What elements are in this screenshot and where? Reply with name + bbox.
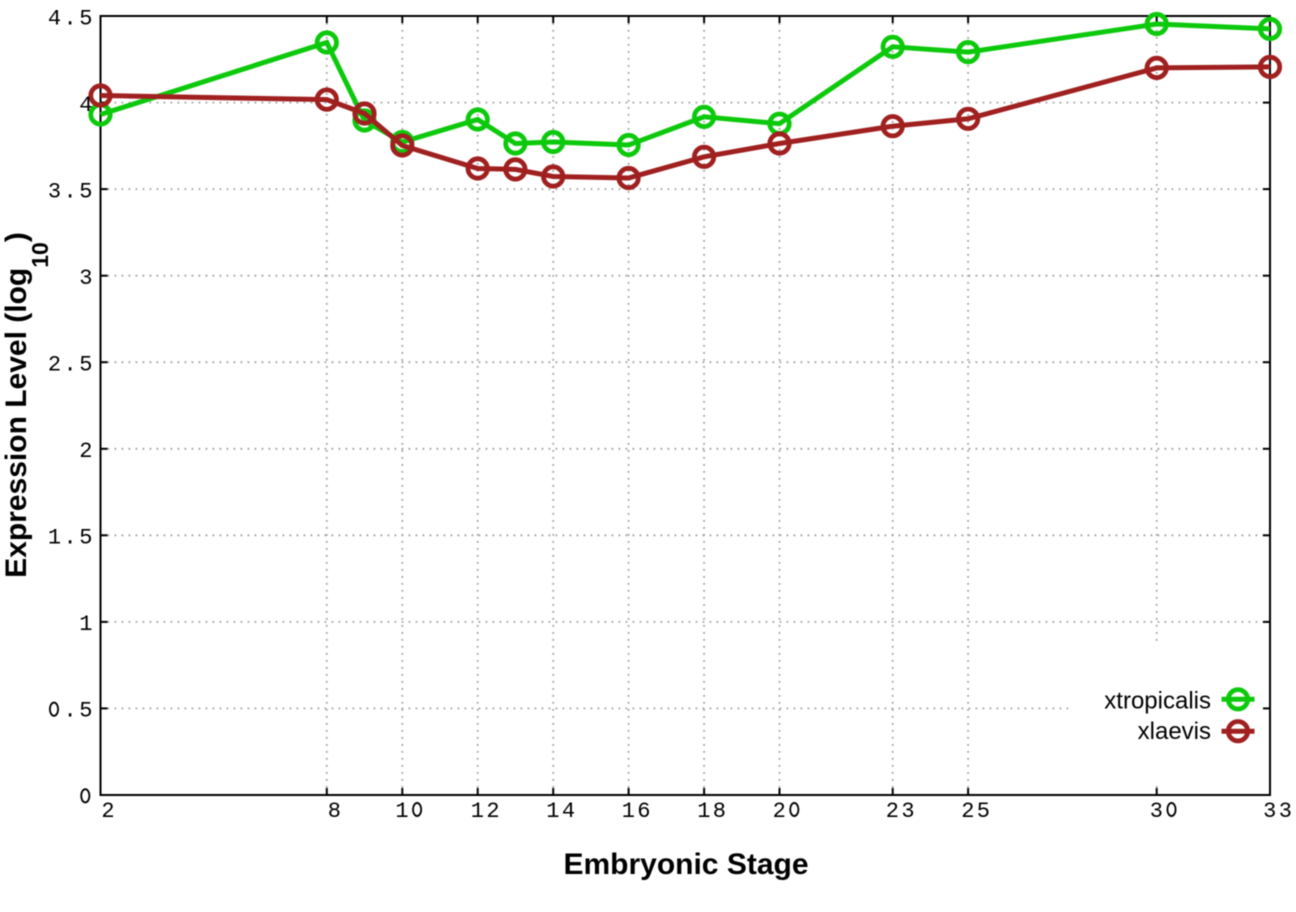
svg-text:2: 2 (773, 799, 786, 824)
svg-text:5: 5 (79, 6, 92, 31)
svg-text:8: 8 (713, 799, 726, 824)
svg-text:xtropicalis: xtropicalis (1104, 688, 1211, 715)
svg-text:4: 4 (79, 93, 92, 118)
svg-text:1: 1 (546, 799, 559, 824)
svg-text:5: 5 (977, 799, 990, 824)
svg-text:5: 5 (79, 179, 92, 204)
svg-text:2: 2 (79, 439, 92, 464)
svg-text:1: 1 (395, 799, 408, 824)
svg-text:2: 2 (961, 799, 974, 824)
svg-text:2: 2 (486, 799, 499, 824)
svg-text:3: 3 (901, 799, 914, 824)
svg-text:8: 8 (328, 799, 341, 824)
svg-text:3: 3 (1279, 799, 1292, 824)
svg-text:2: 2 (48, 353, 61, 378)
svg-text:5: 5 (79, 353, 92, 378)
svg-text:.: . (63, 353, 76, 378)
svg-text:1: 1 (79, 612, 92, 637)
svg-text:6: 6 (637, 799, 650, 824)
svg-text:3: 3 (79, 266, 92, 291)
svg-text:.: . (63, 526, 76, 551)
svg-text:1: 1 (471, 799, 484, 824)
svg-text:1: 1 (622, 799, 635, 824)
svg-text:5: 5 (79, 526, 92, 551)
svg-text:4: 4 (562, 799, 575, 824)
svg-text:3: 3 (1150, 799, 1163, 824)
svg-text:.: . (63, 179, 76, 204)
svg-text:Embryonic Stage: Embryonic Stage (563, 848, 808, 881)
svg-text:.: . (63, 6, 76, 31)
svg-text:4: 4 (48, 6, 61, 31)
svg-text:2: 2 (101, 799, 114, 824)
svg-text:2: 2 (886, 799, 899, 824)
svg-text:1: 1 (697, 799, 710, 824)
svg-text:.: . (63, 699, 76, 724)
svg-text:5: 5 (79, 699, 92, 724)
svg-text:3: 3 (1263, 799, 1276, 824)
svg-text:1: 1 (48, 526, 61, 551)
svg-text:xlaevis: xlaevis (1138, 718, 1211, 745)
svg-text:3: 3 (48, 179, 61, 204)
